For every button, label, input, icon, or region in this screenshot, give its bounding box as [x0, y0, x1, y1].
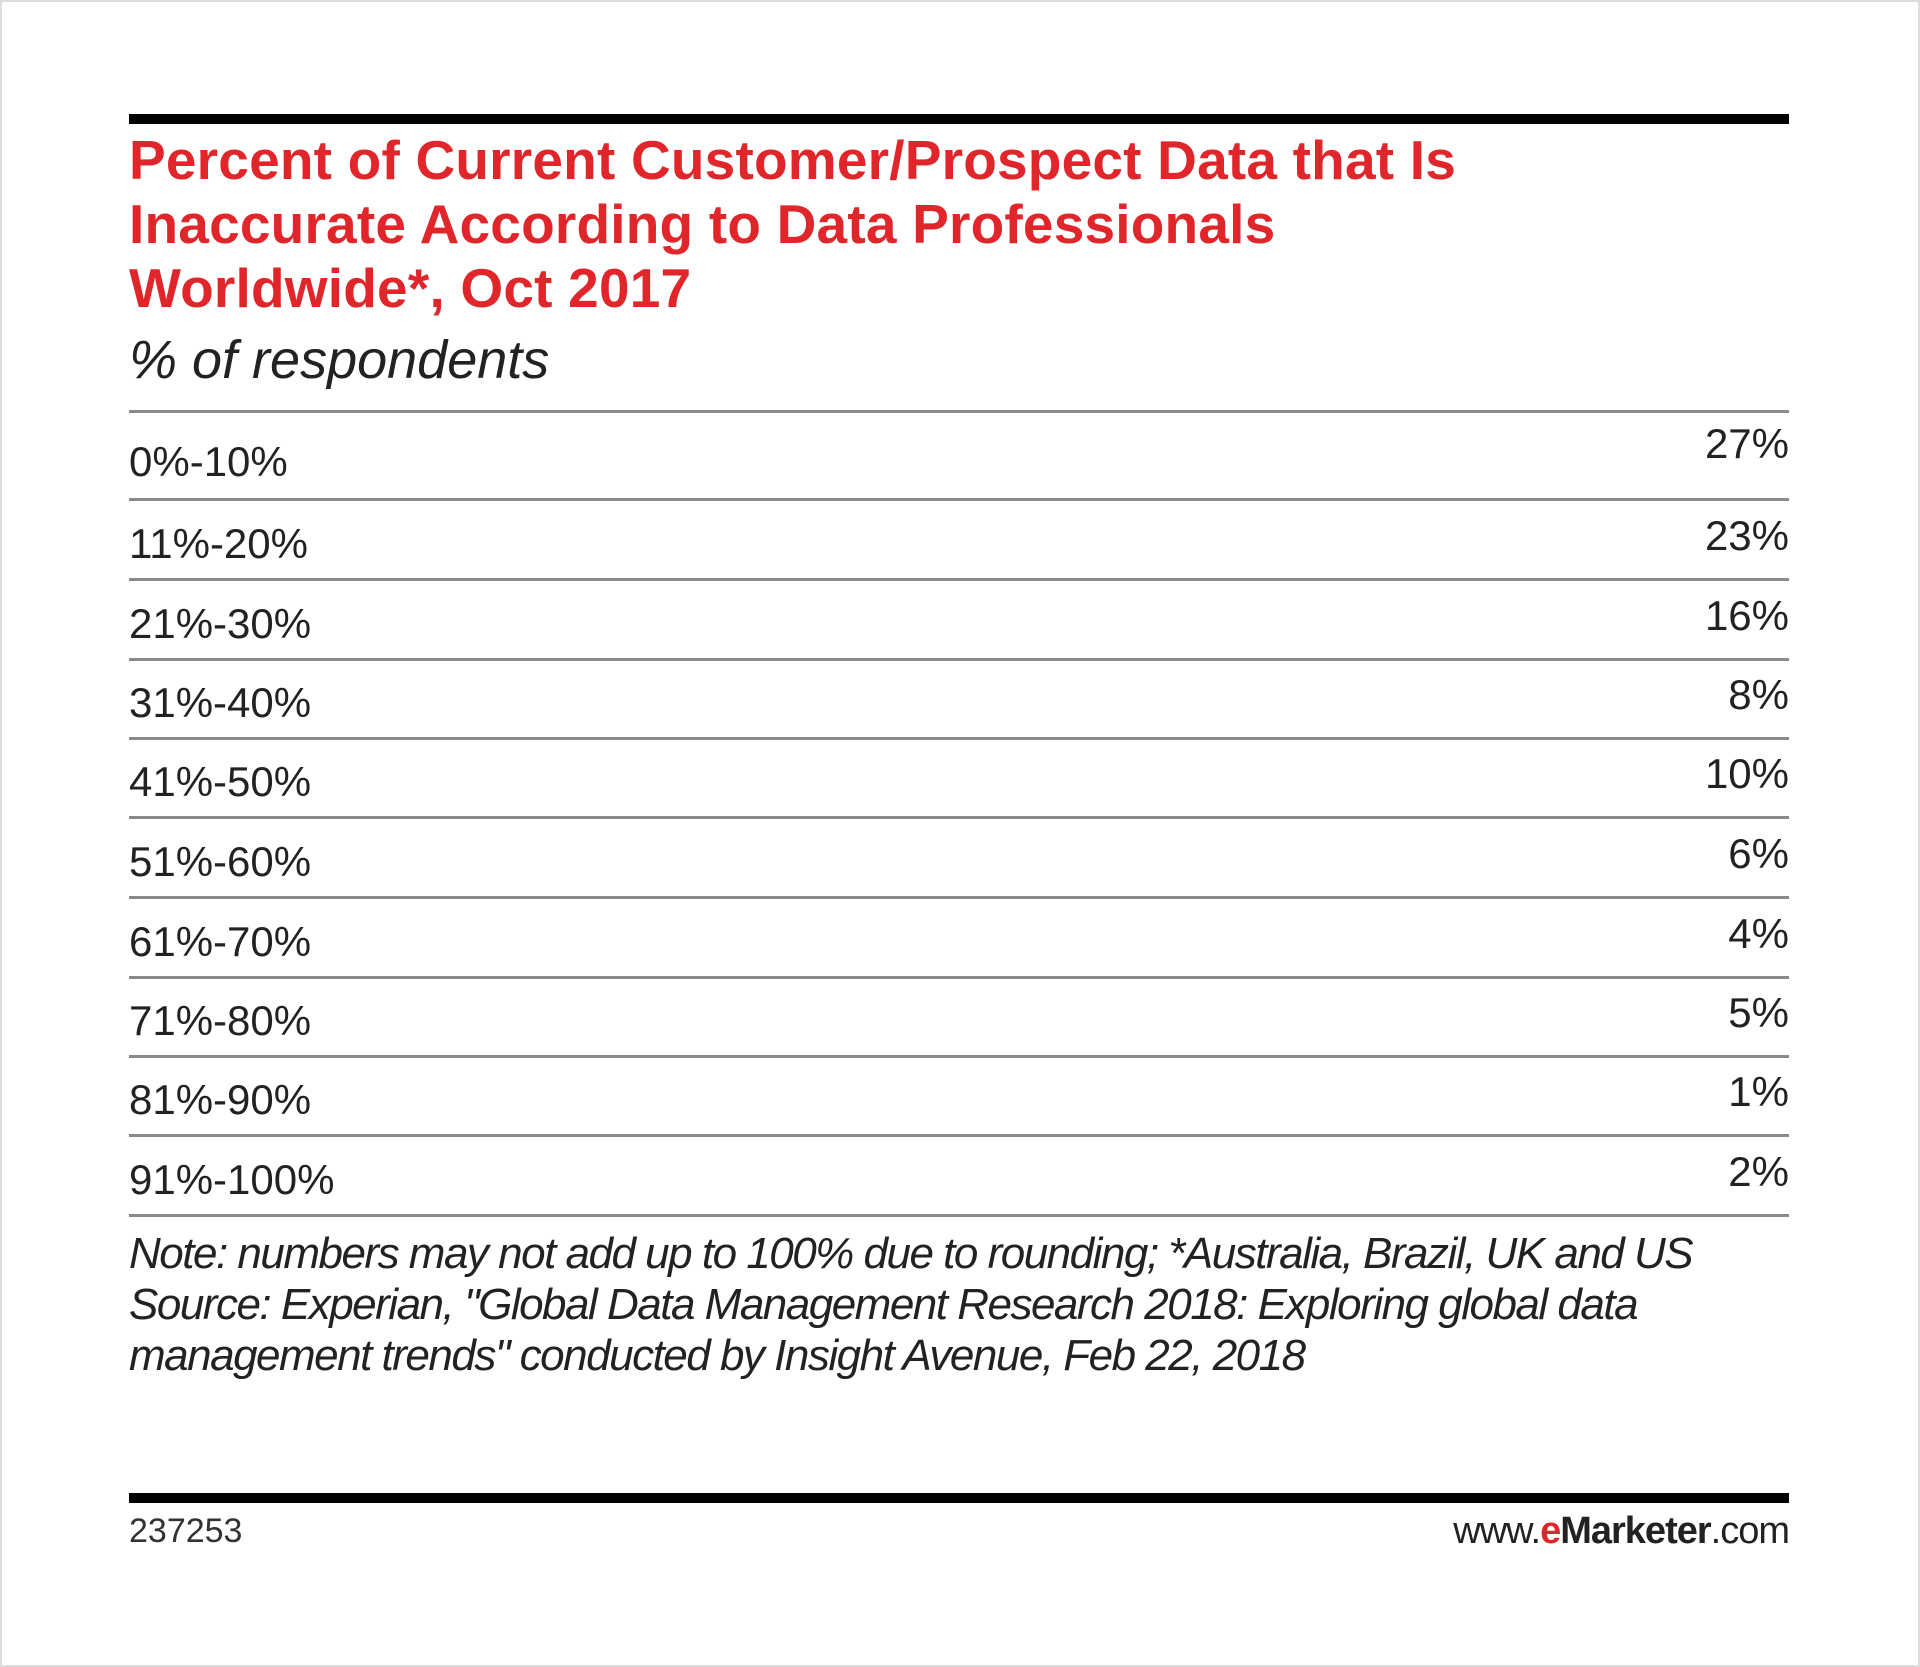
note-text: Note: numbers may not add up to 100% due… — [129, 1229, 1694, 1278]
table-row: 61%-70% 4% — [129, 899, 1789, 976]
row-divider — [129, 1134, 1789, 1137]
header-rule — [129, 410, 1789, 413]
brand-suffix: .com — [1710, 1510, 1790, 1552]
row-divider — [129, 658, 1789, 661]
table-row: 71%-80% 5% — [129, 979, 1789, 1055]
row-divider — [129, 976, 1789, 979]
table-row: 11%-20% 23% — [129, 501, 1789, 578]
row-value: 8% — [1728, 671, 1789, 718]
row-value: 2% — [1728, 1148, 1789, 1195]
title-line: Percent of Current Customer/Prospect Dat… — [129, 129, 1457, 191]
table-row: 0%-10% 27% — [129, 413, 1789, 498]
table-row: 21%-30% 16% — [129, 581, 1789, 658]
row-label: 61%-70% — [129, 918, 312, 965]
row-value: 16% — [1704, 592, 1789, 639]
row-label: 0%-10% — [129, 438, 288, 485]
row-value: 27% — [1704, 420, 1789, 467]
table-row: 41%-50% 10% — [129, 740, 1789, 816]
bottom-rule — [129, 1493, 1789, 1503]
title-line: Inaccurate According to Data Professiona… — [129, 193, 1276, 255]
row-value: 5% — [1728, 989, 1789, 1036]
emarketer-logo: www.eMarketer.com — [1453, 1510, 1790, 1553]
row-divider — [129, 896, 1789, 899]
row-divider — [129, 498, 1789, 501]
chart-title: Percent of Current Customer/Prospect Dat… — [129, 128, 1829, 320]
table-row: 81%-90% 1% — [129, 1058, 1789, 1134]
top-rule — [129, 114, 1789, 124]
row-label: 21%-30% — [129, 600, 312, 647]
brand-prefix: www. — [1453, 1510, 1541, 1552]
row-label: 71%-80% — [129, 997, 312, 1044]
row-divider — [129, 737, 1789, 740]
row-label: 81%-90% — [129, 1076, 312, 1123]
source-text: Source: Experian, "Global Data Managemen… — [129, 1280, 1639, 1380]
row-label: 31%-40% — [129, 679, 312, 726]
row-label: 51%-60% — [129, 838, 312, 885]
row-label: 11%-20% — [129, 520, 308, 567]
brand-e: e — [1540, 1510, 1561, 1552]
row-value: 4% — [1728, 910, 1789, 957]
row-value: 1% — [1728, 1068, 1789, 1115]
brand-name: Marketer — [1560, 1510, 1711, 1552]
row-divider — [129, 1214, 1789, 1217]
row-value: 10% — [1704, 750, 1789, 797]
row-divider — [129, 578, 1789, 581]
row-value: 23% — [1704, 512, 1789, 559]
table-row: 51%-60% 6% — [129, 819, 1789, 896]
title-line: Worldwide*, Oct 2017 — [129, 257, 692, 319]
chart-id: 237253 — [129, 1512, 243, 1550]
row-divider — [129, 816, 1789, 819]
table-row: 91%-100% 2% — [129, 1137, 1789, 1214]
table-row: 31%-40% 8% — [129, 661, 1789, 737]
notes: Note: numbers may not add up to 100% due… — [129, 1228, 1809, 1381]
row-label: 91%-100% — [129, 1156, 335, 1203]
chart-subtitle: % of respondents — [129, 330, 550, 390]
row-divider — [129, 1055, 1789, 1058]
row-value: 6% — [1728, 830, 1789, 877]
row-label: 41%-50% — [129, 758, 312, 805]
